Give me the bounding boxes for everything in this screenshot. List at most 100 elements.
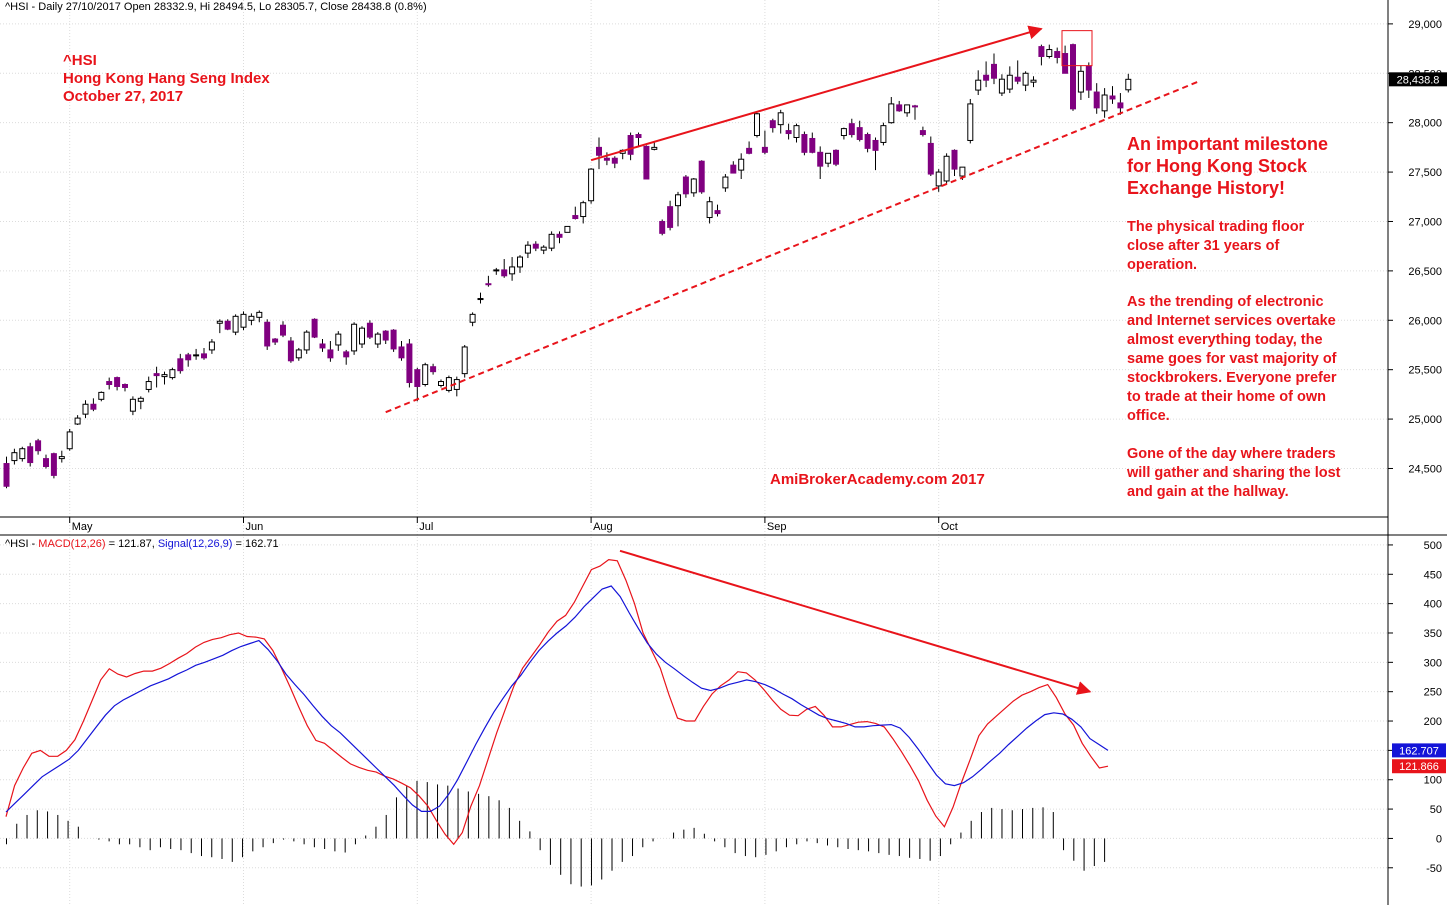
bear-candle xyxy=(177,358,184,372)
macd-header: ^HSI - MACD(12,26) = 121.87, Signal(12,2… xyxy=(5,538,279,550)
macd-header-signal-label: Signal(12,26,9) xyxy=(157,538,233,550)
macd-y-tick-label: 300 xyxy=(1424,657,1442,669)
bull-candle xyxy=(580,202,587,218)
macd-y-tick-label: 200 xyxy=(1424,716,1442,728)
bull-candle xyxy=(967,103,974,141)
bull-candle xyxy=(469,313,476,323)
bull-candle xyxy=(169,369,176,379)
bull-candle xyxy=(690,178,697,194)
bear-candle xyxy=(1062,53,1069,74)
macd-header-signal-value: = 162.71 xyxy=(232,538,279,550)
bull-candle xyxy=(1006,74,1013,90)
bull-candle xyxy=(351,323,358,352)
bull-candle xyxy=(422,364,429,385)
bull-candle xyxy=(461,346,468,375)
month-tick-label: Oct xyxy=(941,521,958,533)
bear-candle xyxy=(1085,65,1092,91)
bull-candle xyxy=(509,266,516,275)
bear-candle xyxy=(122,384,128,388)
month-tick-label: Jul xyxy=(419,521,433,533)
bull-candle xyxy=(19,448,26,460)
last-close-badge xyxy=(1389,72,1447,87)
bear-candle xyxy=(501,269,508,277)
bear-candle xyxy=(919,130,926,136)
price-y-tick-label: 27,500 xyxy=(1408,167,1442,179)
bear-candle xyxy=(90,403,97,410)
bear-candle xyxy=(1014,76,1021,82)
bear-candle xyxy=(596,146,602,156)
price-y-tick-label: 26,500 xyxy=(1408,266,1442,278)
bear-candle xyxy=(43,458,49,468)
bear-candle xyxy=(532,243,539,249)
bear-candle xyxy=(264,321,271,347)
bear-candle xyxy=(366,322,373,338)
bear-candle xyxy=(1054,51,1061,58)
bear-candle xyxy=(809,137,816,153)
bear-candle xyxy=(382,330,389,341)
bull-candle xyxy=(998,78,1005,94)
bull-candle xyxy=(1030,79,1037,83)
macd-header-macd-value: = 121.87, xyxy=(105,538,158,550)
bear-candle xyxy=(817,151,824,167)
bull-candle xyxy=(438,381,444,386)
bear-candle xyxy=(3,463,10,487)
bear-candle xyxy=(1070,44,1076,110)
macd-y-tick-label: 0 xyxy=(1436,833,1442,845)
bull-candle xyxy=(548,233,555,249)
bull-candle xyxy=(793,125,800,138)
bear-candle xyxy=(951,149,958,170)
bull-candle xyxy=(738,158,745,171)
bear-candle xyxy=(611,157,618,164)
macd-line xyxy=(5,558,1109,846)
chart-title-annotation: ^HSI Hong Kong Hang Seng Index October 2… xyxy=(63,52,270,105)
bull-candle xyxy=(216,320,223,324)
macd-trendline xyxy=(619,549,1092,695)
bull-candle xyxy=(145,381,152,390)
price-y-axis: 24,500 25,000 25,500 26,000 26,500 27,000 27,5… xyxy=(1388,19,1442,475)
macd-y-tick-label: -50 xyxy=(1426,863,1442,875)
month-tick-label: May xyxy=(72,521,93,533)
bull-candle xyxy=(295,349,302,359)
bear-candle xyxy=(667,206,674,228)
bull-candle xyxy=(517,256,523,268)
candlestick-series xyxy=(3,30,1132,489)
watermark: AmiBrokerAcademy.com 2017 xyxy=(770,471,985,488)
resistance-trendline xyxy=(590,25,1043,162)
macd-last-labels: 162.707 121.866 xyxy=(1392,743,1446,774)
macd-histogram xyxy=(6,780,1106,887)
bear-candle xyxy=(769,120,776,129)
bull-candle xyxy=(540,246,547,251)
bear-candle xyxy=(927,142,934,175)
macd-y-tick-label: 250 xyxy=(1424,687,1442,699)
bear-candle xyxy=(1038,46,1045,57)
bear-candle xyxy=(864,134,871,149)
bull-candle xyxy=(359,327,365,345)
bull-candle xyxy=(754,113,760,137)
bull-candle xyxy=(193,354,200,357)
bear-candle xyxy=(414,369,421,387)
price-header: ^HSI - Daily 27/10/2017 Open 28332.9, Hi… xyxy=(5,1,427,13)
bull-candle xyxy=(335,333,342,346)
bull-candle xyxy=(98,391,105,400)
bear-candle xyxy=(390,329,397,350)
macd-header-prefix: ^HSI - xyxy=(5,538,39,550)
macd-y-tick-label: 350 xyxy=(1424,628,1442,640)
bear-candle xyxy=(833,149,839,165)
bear-candle xyxy=(872,139,879,151)
bear-candle xyxy=(698,160,705,193)
bear-candle xyxy=(319,343,326,349)
bull-candle xyxy=(493,269,500,272)
bull-candle xyxy=(675,194,681,207)
bull-candle xyxy=(588,168,595,202)
price-y-tick-label: 25,500 xyxy=(1408,365,1442,377)
last-close-label: 28,438.8 xyxy=(1389,72,1447,87)
bear-candle xyxy=(848,123,855,136)
bear-candle xyxy=(485,283,492,286)
macd-header-macd-label: MACD(12,26) xyxy=(38,538,106,550)
signal-line xyxy=(5,585,1109,813)
bear-candle xyxy=(50,453,57,476)
bear-candle xyxy=(1093,91,1100,109)
bull-candle xyxy=(564,225,571,233)
bear-candle xyxy=(603,157,610,161)
